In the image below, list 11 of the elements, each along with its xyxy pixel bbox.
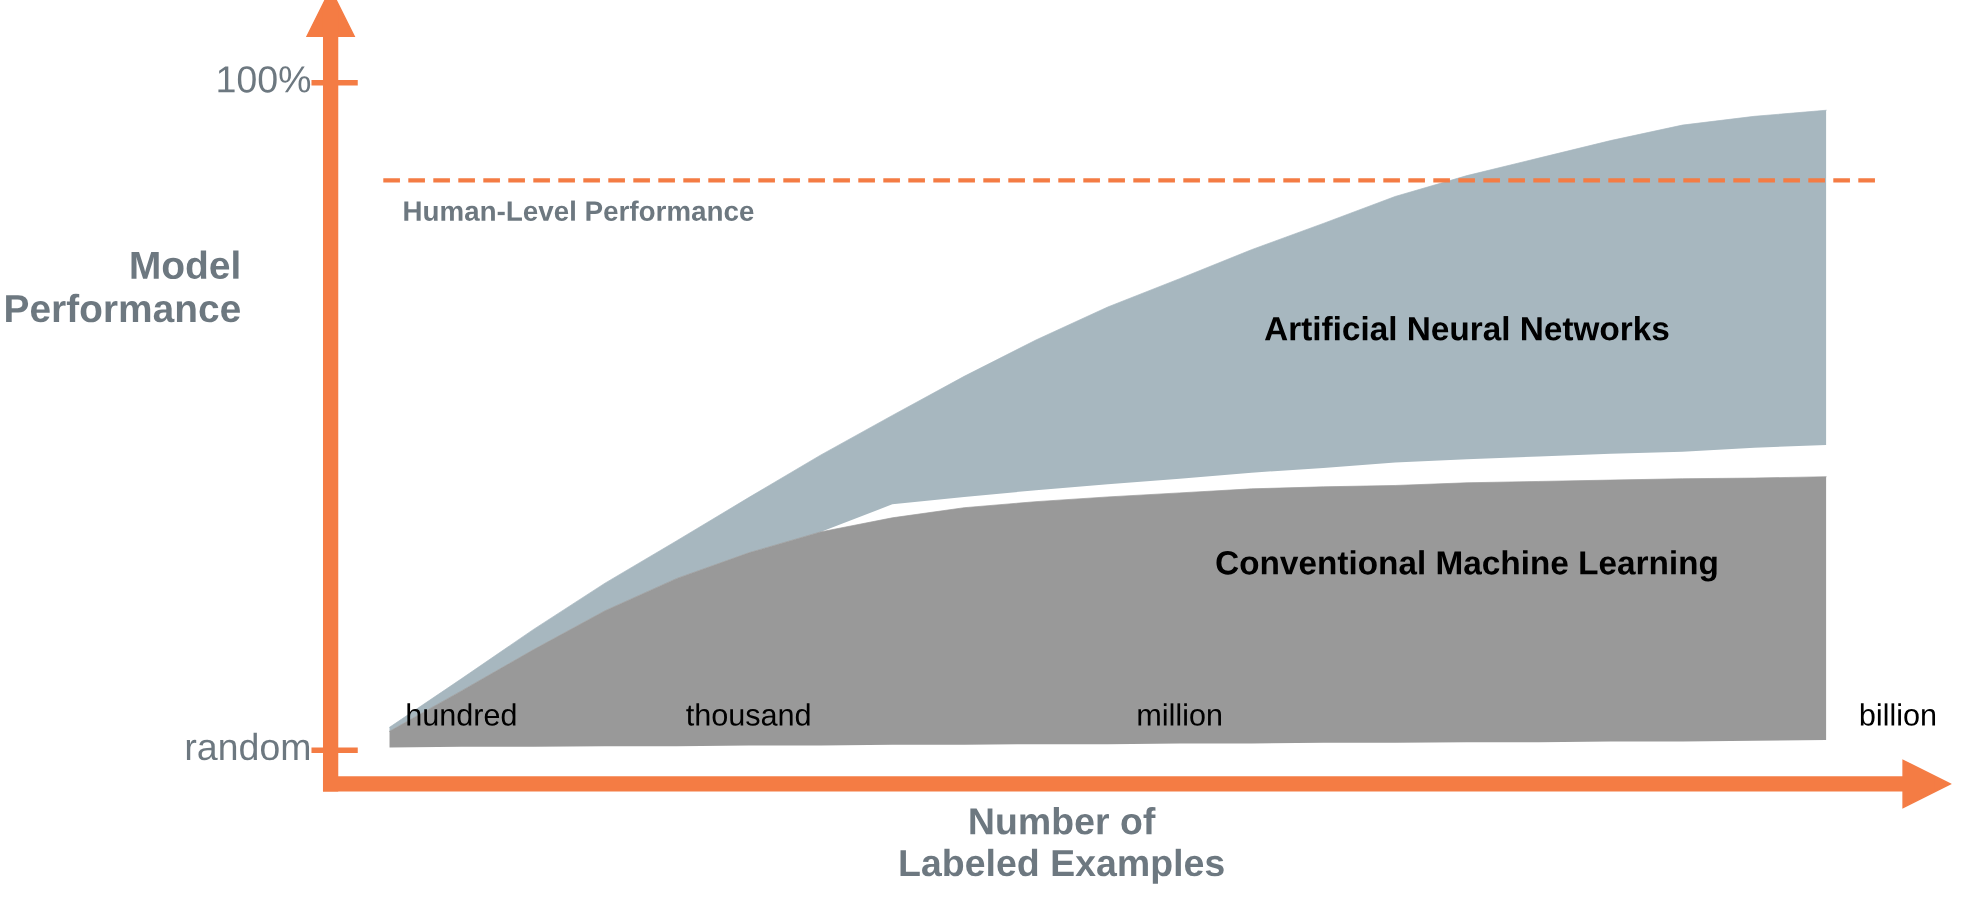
x-tick-label: million [1138, 703, 1221, 726]
series-label: Conventional Machine Learning [1216, 550, 1717, 582]
x-tick-label: billion [1860, 703, 1936, 726]
x-tick-label: hundred [407, 703, 516, 726]
y-axis-title: Model Performance [6, 250, 240, 323]
series-label: Artificial Neural Networks [1264, 316, 1669, 341]
ref-line-label: Human-Level Performance [404, 200, 754, 221]
text: random [186, 732, 310, 761]
x-axis-title: Number of Labeled Examples [900, 807, 1224, 884]
text: 100% [218, 66, 311, 93]
x-tick-label: thousand [686, 703, 810, 726]
